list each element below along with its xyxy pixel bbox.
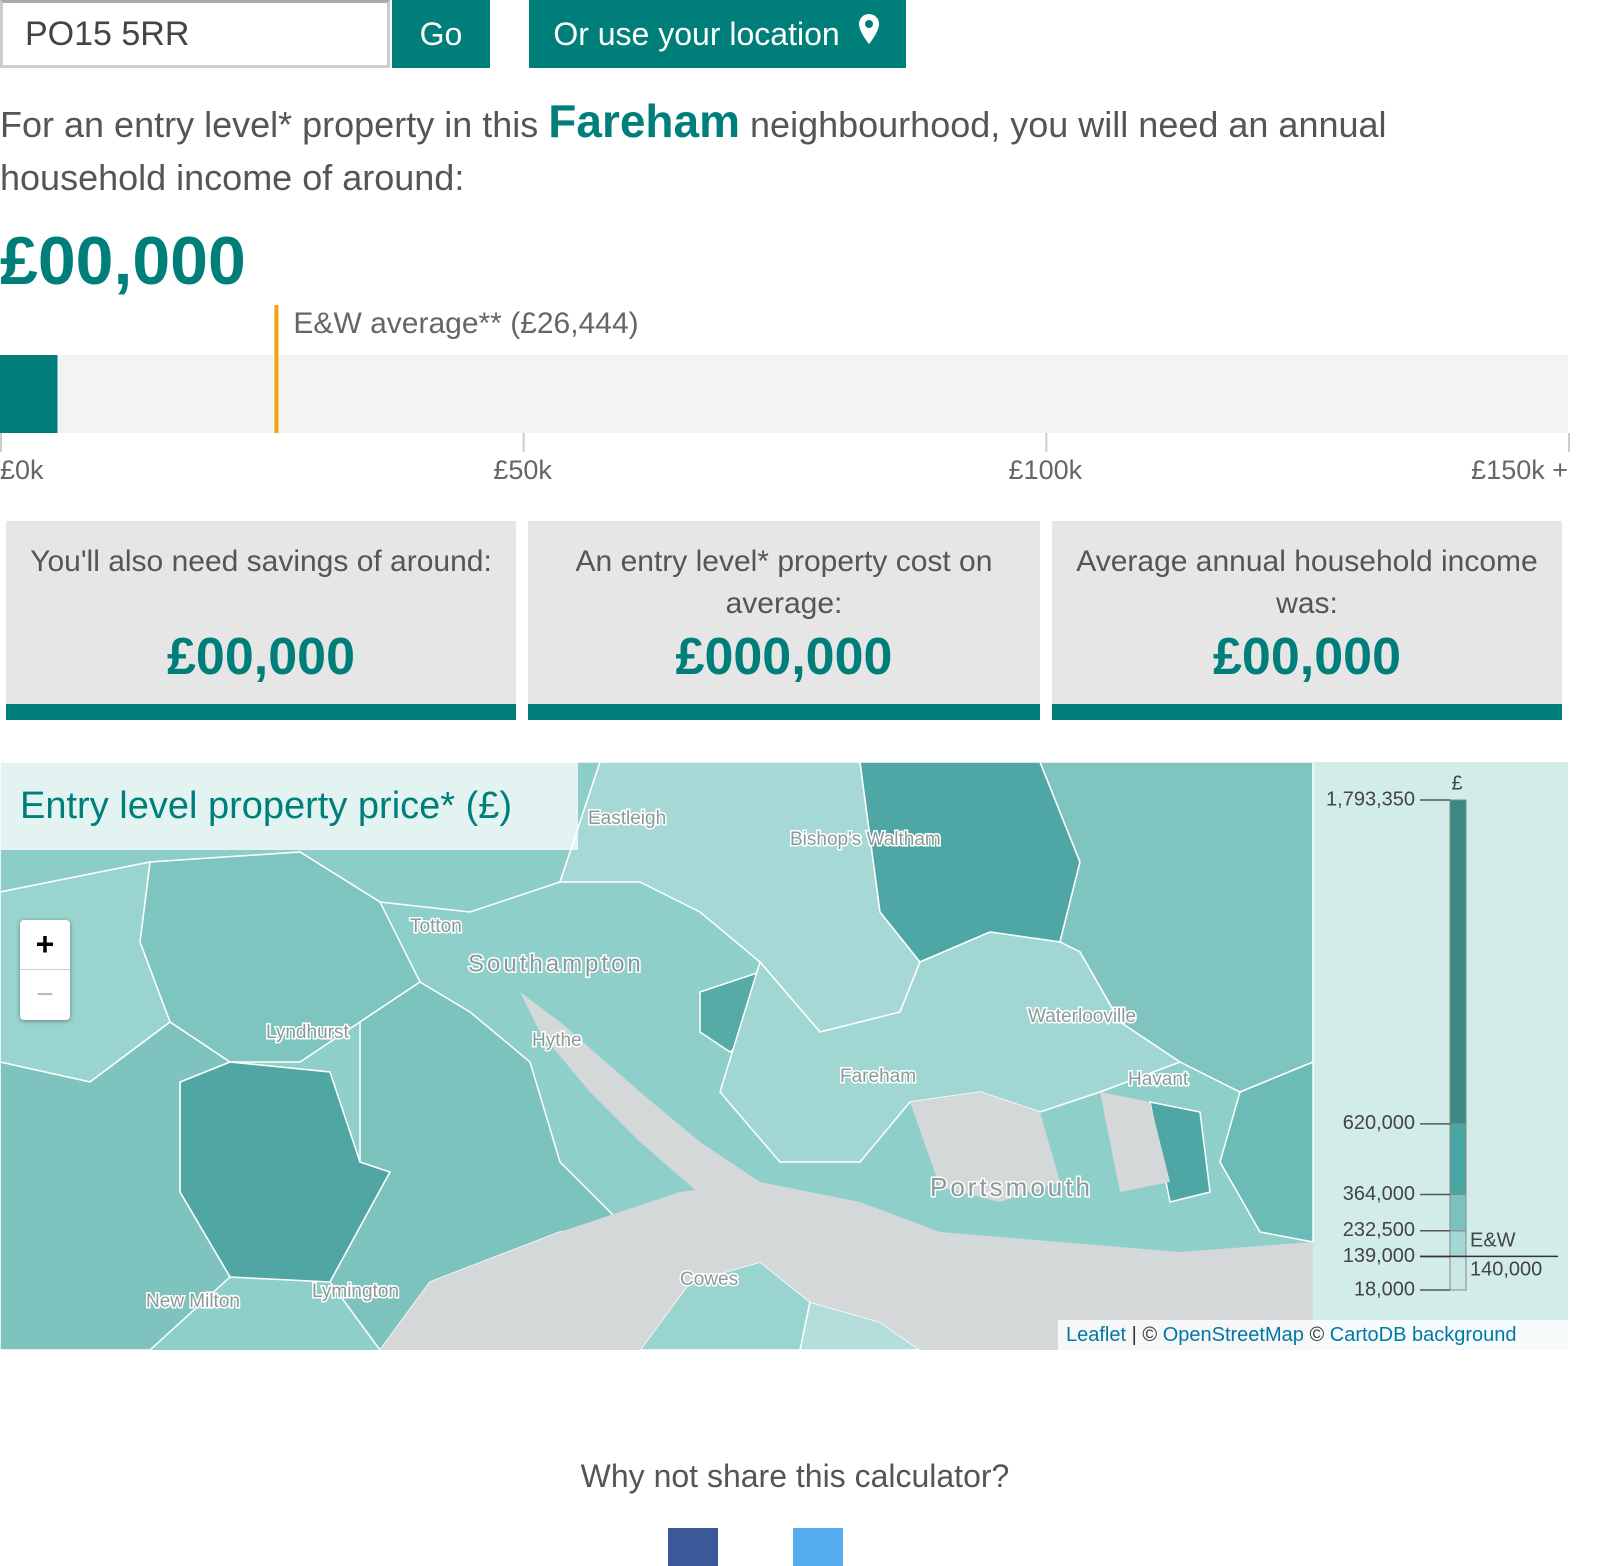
legend-panel bbox=[1313, 762, 1568, 1350]
place-label: New Milton bbox=[146, 1291, 240, 1312]
place-label: Hythe bbox=[532, 1030, 582, 1051]
place-label: Lyndhurst bbox=[266, 1022, 349, 1043]
bar-track bbox=[0, 355, 1568, 433]
card-label: Average annual household income was: bbox=[1076, 545, 1538, 620]
legend-band bbox=[1449, 799, 1467, 1125]
intro-after: neighbourhood, you will need an annual h… bbox=[0, 104, 1387, 198]
legend-unit: £ bbox=[1451, 772, 1462, 794]
place-label: Bishop's Waltham bbox=[790, 829, 941, 850]
legend: £18,000 139,000 232,500 364,000 620,000 1,793… bbox=[1326, 772, 1558, 1300]
attribution-separator: © bbox=[1309, 1324, 1325, 1346]
place-label: Portsmouth bbox=[930, 1172, 1093, 1202]
place-label: Southampton bbox=[468, 950, 644, 977]
card: You'll also need savings of around: £00,0… bbox=[6, 521, 516, 720]
zoom-in[interactable]: + bbox=[20, 920, 70, 970]
attribution: Leaflet | © OpenStreetMap © CartoDB back… bbox=[1058, 1320, 1568, 1350]
osm-link[interactable]: OpenStreetMap bbox=[1162, 1324, 1304, 1346]
place-label: Fareham bbox=[840, 1066, 916, 1087]
map[interactable]: Eastleigh Bishop's Waltham Totton Southa… bbox=[0, 762, 1568, 1350]
place-label: Cowes bbox=[680, 1269, 738, 1290]
place-label: Havant bbox=[1128, 1069, 1189, 1090]
legend-tick-label: 18,000 bbox=[1354, 1278, 1415, 1300]
legend-tick-label: 139,000 bbox=[1343, 1245, 1415, 1267]
income-value: £00,000 bbox=[0, 223, 246, 299]
area-name: Fareham bbox=[548, 95, 741, 147]
twitter-button[interactable] bbox=[793, 1528, 843, 1566]
location-button[interactable]: Or use your location bbox=[529, 0, 906, 68]
carto-link[interactable]: CartoDB background bbox=[1329, 1324, 1517, 1346]
postcode-input[interactable]: PO15 5RR bbox=[0, 0, 390, 68]
location-button-label: Or use your location bbox=[553, 15, 840, 52]
leaflet-link[interactable]: Leaflet bbox=[1066, 1324, 1127, 1346]
zoom-control: + − bbox=[20, 920, 70, 1020]
card: An entry level* property cost on average… bbox=[528, 521, 1040, 720]
place-label: Totton bbox=[410, 916, 462, 937]
legend-band bbox=[1449, 1194, 1467, 1232]
legend-band bbox=[1449, 1256, 1467, 1291]
pin-icon bbox=[858, 14, 879, 44]
legend-band bbox=[1449, 1230, 1467, 1258]
x-tick-label: £0k bbox=[0, 455, 44, 485]
legend-average-value: 140,000 bbox=[1470, 1259, 1542, 1281]
legend-tick-label: 232,500 bbox=[1343, 1219, 1415, 1241]
x-tick-label: £150k + bbox=[1471, 455, 1568, 485]
average-label: E&W average** (£26,444) bbox=[293, 307, 638, 340]
facebook-button[interactable] bbox=[668, 1528, 718, 1566]
income-bar-chart: E&W average** (£26,444) £0k £50k £100k £150k… bbox=[0, 305, 1570, 485]
card-label: An entry level* property cost on average… bbox=[575, 545, 993, 620]
place-label: Eastleigh bbox=[588, 808, 666, 829]
x-tick-label: £100k bbox=[1009, 455, 1083, 485]
card-label: You'll also need savings of around: bbox=[30, 545, 492, 578]
intro-text: For an entry level* property in this Far… bbox=[0, 95, 1560, 204]
go-button[interactable]: Go bbox=[392, 0, 490, 68]
card-value: £000,000 bbox=[675, 628, 893, 686]
legend-tick-label: 364,000 bbox=[1343, 1183, 1415, 1205]
map-svg: Eastleigh Bishop's Waltham Totton Southa… bbox=[0, 762, 1568, 1350]
legend-tick-label: 620,000 bbox=[1343, 1112, 1415, 1134]
place-label: Lymington bbox=[312, 1281, 399, 1302]
share-title: Why not share this calculator? bbox=[580, 1458, 1010, 1494]
sea bbox=[380, 992, 1313, 1350]
legend-tick-label: 1,793,350 bbox=[1326, 788, 1415, 810]
x-tick-label: £50k bbox=[493, 455, 552, 485]
legend-average-label: E&W bbox=[1470, 1230, 1516, 1252]
intro-before: For an entry level* property in this bbox=[0, 104, 539, 145]
map-title: Entry level property price* (£) bbox=[0, 762, 578, 850]
card-value: £00,000 bbox=[1213, 628, 1401, 686]
attribution-separator: | © bbox=[1131, 1324, 1158, 1346]
bar-fill bbox=[0, 355, 58, 433]
legend-band bbox=[1449, 1123, 1467, 1196]
zoom-out[interactable]: − bbox=[36, 978, 54, 1011]
card-value: £00,000 bbox=[167, 628, 355, 686]
card: Average annual household income was: £00,… bbox=[1052, 521, 1562, 720]
place-label: Waterlooville bbox=[1028, 1006, 1136, 1027]
